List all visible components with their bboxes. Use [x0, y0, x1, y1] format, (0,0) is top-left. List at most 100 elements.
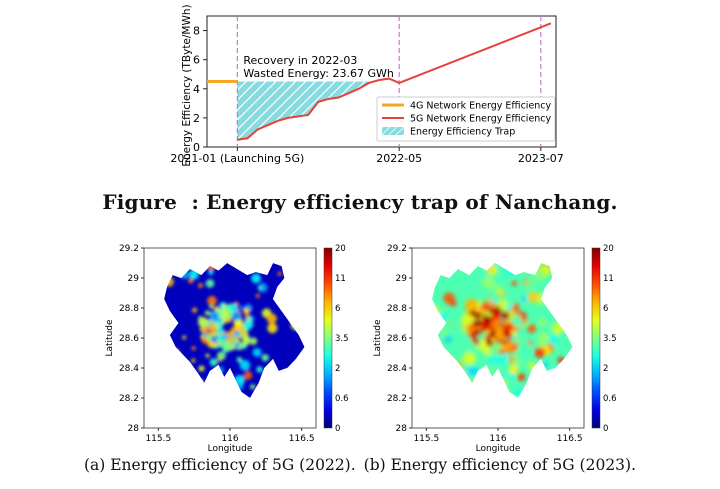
map-2022-hotspot [234, 330, 240, 336]
map-2022-hotspot [164, 276, 174, 287]
map-2022-hotspot [211, 332, 217, 337]
map-2023-hotspot [494, 373, 505, 385]
map-2022-hotspot [197, 265, 205, 272]
map-2023-hotspot [538, 331, 550, 343]
map-2023-hotspot-red [472, 330, 479, 337]
map-2023-heat-layer [432, 263, 573, 398]
map-2022-colorbar-tick-0: 20 [335, 244, 346, 254]
map-2023-hotspot-red [469, 309, 476, 316]
map-2023-hotspot [513, 326, 520, 332]
map-2023-hotspot [521, 295, 528, 302]
map-2023-hotspot [461, 328, 468, 334]
map-2023-hotspot [527, 291, 539, 303]
map-2023-hotspot [445, 318, 457, 330]
map-2023-hotspot [484, 263, 492, 267]
map-2023-hotspot [562, 309, 568, 315]
map-2022-hotspot [165, 349, 175, 360]
map-2023-y-tick-label-1: 28.2 [387, 394, 407, 404]
map-2022-hotspot [242, 337, 251, 346]
map-2023-x-tick-label-0: 115.5 [413, 434, 439, 444]
y-tick-label-1: 2 [193, 112, 200, 125]
map-2023-hotspot-red [472, 320, 479, 327]
map-2022-hotspot [206, 263, 217, 271]
map-2023-hotspot-red [495, 340, 499, 344]
map-2023-hotspot [507, 373, 515, 380]
map-2023-hotspot-red [507, 339, 512, 343]
series-5g-line [237, 22, 552, 141]
legend-label-1: 5G Network Energy Efficiency [410, 114, 552, 125]
map-2022-hotspot [198, 365, 205, 372]
map-2023-hotspot [460, 369, 468, 378]
y-tick-label-2: 4 [193, 83, 200, 96]
map-2022-hotspot [197, 283, 204, 289]
map-2023-hotspot [447, 372, 454, 378]
map-2023-hotspot-red [485, 335, 491, 342]
map-2023-colorbar-tick-4: 2 [603, 364, 608, 374]
map-2023-hotspot [480, 301, 491, 312]
map-2023-hotspot [555, 304, 563, 312]
map-2023-hotspot-red [494, 307, 502, 315]
map-2023-hotspot [544, 377, 555, 388]
map-2022-hotspot [243, 371, 253, 380]
map-2022-hotspot [199, 317, 208, 327]
map-2022-y-tick-label-0: 28 [128, 424, 140, 434]
map-2022-y-tick-label-1: 28.2 [119, 394, 139, 404]
map-2023-colorbar-tick-0: 20 [603, 244, 614, 254]
map-2023-hotspot-red [505, 340, 509, 344]
map-2022-hotspot [216, 351, 226, 361]
map-2022-x-tick-label-0: 115.5 [145, 434, 171, 444]
map-2023-x-tick-label-1: 116 [489, 434, 506, 444]
map-2023-y-label: Latitude [373, 319, 383, 357]
map-2023-hotspot [462, 351, 476, 366]
heatmap-2023: 115.5 116 116.52828.228.428.628.82929.2Lon… [373, 244, 617, 453]
map-2022-hotspot [290, 319, 301, 331]
y-tick-label-4: 8 [193, 25, 200, 38]
map-2022-x-tick-label-1: 116 [221, 434, 238, 444]
map-2022-hotspot [240, 330, 246, 336]
map-2022-hotspot [170, 348, 180, 359]
y-tick-label-0: 0 [193, 141, 200, 154]
map-2023-hotspot [494, 285, 503, 294]
map-2022-hotspot [209, 358, 218, 367]
map-2023-colorbar-tick-5: 0.6 [603, 394, 617, 404]
map-2022-hotspot [249, 337, 258, 345]
map-2022-hotspot [221, 303, 227, 309]
map-2022-hotspot [288, 372, 297, 381]
map-2023-hotspot [551, 322, 565, 335]
map-2022-hotspot [277, 271, 282, 276]
map-2022-hotspot [239, 305, 243, 310]
map-2023-hotspot-red [473, 313, 480, 319]
map-2023-hotspot-red [502, 311, 509, 318]
map-2023-hotspot [559, 266, 565, 272]
map-2022-hotspot [219, 341, 224, 346]
map-2023-y-tick-label-2: 28.4 [387, 364, 407, 374]
map-2022-hotspots [164, 263, 305, 398]
x-tick-label-2: 2023-07 [518, 152, 564, 165]
map-2023-hotspot [543, 361, 549, 367]
map-2023-hotspot [514, 318, 521, 326]
map-2023-y-tick-label-5: 29 [396, 274, 408, 284]
map-2022-hotspot [239, 359, 251, 371]
map-2022-hotspot [282, 386, 291, 394]
map-2023-hotspot [519, 342, 532, 356]
map-2022-hotspot [243, 319, 254, 330]
map-2022-hotspot [267, 323, 278, 334]
map-2022-hotspot [258, 282, 268, 293]
map-2022-x-label: Longitude [208, 444, 253, 453]
map-2023-hotspot [557, 356, 565, 365]
map-2023-hotspot [486, 296, 493, 303]
map-2022-hotspot [191, 346, 196, 351]
map-2023-hotspot [515, 387, 522, 395]
heatmap-2022: 115.5 116 116.52828.228.428.628.82929.2Lon… [105, 244, 349, 453]
map-2023-hotspot-red [505, 332, 513, 339]
map-2023-hotspot [468, 365, 479, 376]
map-2022-hotspot [215, 366, 224, 375]
map-2022-hotspot [212, 306, 217, 311]
map-2023-hotspot [534, 347, 546, 358]
subcaption-a: (a) Energy efficiency of 5G (2022). [83, 456, 356, 474]
map-2022-hotspot [231, 311, 242, 322]
map-2023-hotspot-red [483, 316, 490, 323]
map-2022-hotspot [236, 356, 243, 363]
map-2023-hotspot [481, 276, 495, 290]
map-2023-hotspot [490, 319, 501, 330]
